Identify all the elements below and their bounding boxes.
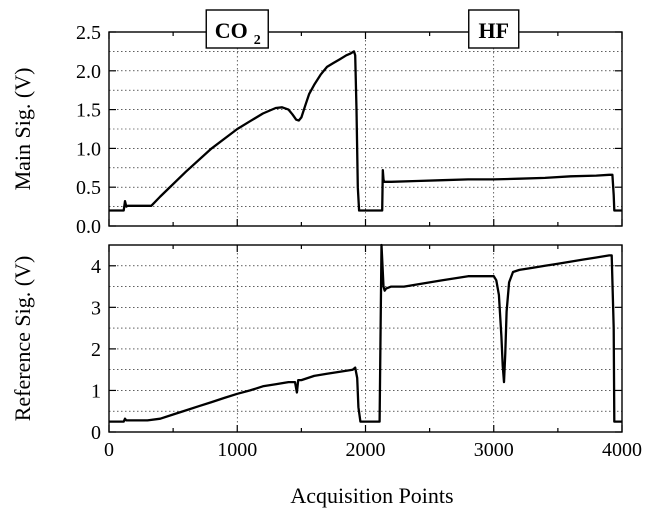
annotation-text: HF	[478, 18, 509, 43]
hf-label: HF	[468, 9, 520, 49]
y-tick-label: 0	[91, 422, 101, 444]
x-axis-label: Acquisition Points	[290, 483, 453, 508]
y-tick-label: 4	[91, 256, 101, 278]
annotation-box	[468, 9, 520, 49]
y-tick-label: 2.0	[76, 61, 101, 83]
y-tick-label: 1.0	[76, 138, 101, 160]
y-tick-label: 0.5	[76, 177, 101, 199]
y-tick-label: 1.5	[76, 100, 101, 122]
signal-line	[109, 243, 622, 423]
signal-line	[109, 50, 622, 212]
y-tick-label: 1	[91, 380, 101, 402]
y-tick-label: 0.0	[76, 216, 101, 238]
y-tick-label: 3	[91, 297, 101, 319]
y-axis-label-main: Main Sig. (V)	[10, 68, 35, 191]
y-tick-label: 2	[91, 339, 101, 361]
x-tick-label: 2000	[346, 439, 386, 461]
co2-label: CO 2	[205, 9, 269, 49]
annotation-text: CO	[215, 18, 248, 43]
annotation-box	[205, 9, 269, 49]
reference-signal-panel: 0 1 2 3 4 0 1000 2000 3000 4000	[91, 243, 642, 461]
y-tick-label: 2.5	[76, 22, 101, 44]
y-axis-label-reference: Reference Sig. (V)	[10, 256, 35, 422]
x-tick-label: 4000	[602, 439, 642, 461]
annotation-subscript: 2	[254, 33, 261, 48]
x-tick-label: 3000	[474, 439, 514, 461]
x-tick-label: 0	[104, 439, 114, 461]
main-signal-panel: 0.0 0.5 1.0 1.5 2.0 2.5 CO 2 HF	[76, 9, 623, 238]
x-tick-label: 1000	[217, 439, 257, 461]
